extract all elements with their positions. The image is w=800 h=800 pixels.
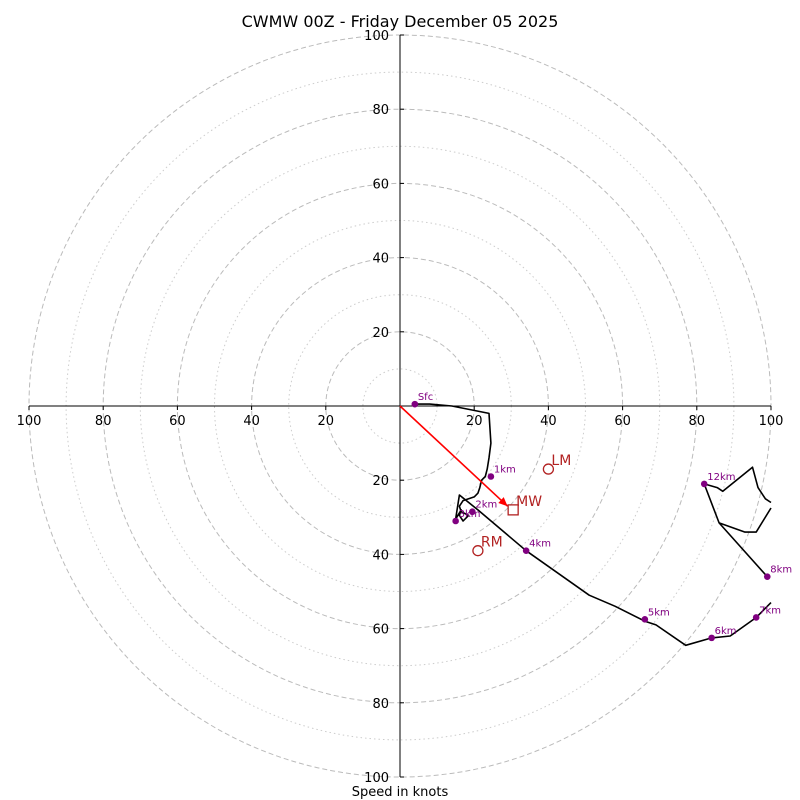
y-tick-label-top-20: 20 — [372, 326, 389, 341]
height-marker-7km — [752, 614, 760, 621]
hodograph-trace-upper — [703, 466, 772, 533]
height-marker-1km — [487, 473, 495, 480]
y-tick-label-bottom-80: 80 — [372, 697, 389, 712]
height-marker-8km — [763, 573, 771, 580]
height-label-2km: 2km — [475, 500, 497, 511]
hodograph-trace-group — [414, 403, 772, 647]
x-tick-label-left-40: 40 — [243, 414, 260, 429]
height-marker-4km — [522, 547, 530, 554]
y-tick-label-top-40: 40 — [372, 252, 389, 267]
height-marker-5km — [641, 616, 649, 623]
chart-title: CWMW 00Z - Friday December 05 2025 — [242, 12, 559, 31]
height-marker-6km — [708, 634, 715, 642]
storm-motion-label-rm: RM — [481, 535, 503, 551]
x-tick-label-left-80: 80 — [95, 414, 112, 429]
height-label-8km: 8km — [770, 565, 792, 576]
height-label-4km: 4km — [529, 539, 551, 550]
x-tick-label-left-100: 100 — [17, 414, 42, 429]
y-tick-label-top-80: 80 — [372, 103, 389, 118]
height-label-1km: 1km — [494, 464, 516, 475]
height-marker-12km — [700, 480, 708, 488]
height-label-12km: 12km — [707, 472, 735, 483]
x-tick-label-left-20: 20 — [318, 414, 335, 429]
x-tick-label-right-100: 100 — [759, 414, 784, 429]
hodograph-trace-lower — [414, 403, 772, 647]
x-tick-label-right-60: 60 — [614, 414, 631, 429]
storm-motion-marker-lm — [542, 463, 555, 475]
height-marker-sfc — [411, 400, 419, 408]
storm-motion-group: LM RM MW — [472, 453, 571, 557]
x-tick-label-right-20: 20 — [466, 414, 483, 429]
height-label-3km: 3km — [459, 509, 481, 520]
mean-wind-vector-arrowhead — [498, 497, 508, 507]
y-tick-label-bottom-100: 100 — [364, 771, 389, 786]
storm-motion-label-lm: LM — [551, 453, 571, 469]
height-label-sfc: Sfc — [418, 392, 433, 403]
height-marker-3km — [452, 517, 459, 525]
height-label-6km: 6km — [715, 626, 737, 637]
hodograph-trace-connector — [718, 522, 768, 578]
storm-motion-marker-rm — [472, 545, 484, 557]
mean-wind-vector-group — [399, 405, 509, 507]
y-tick-label-bottom-20: 20 — [372, 474, 389, 489]
y-tick-label-bottom-60: 60 — [372, 623, 389, 638]
storm-motion-marker-mw — [507, 504, 519, 516]
y-tick-label-top-100: 100 — [364, 29, 389, 44]
y-tick-label-bottom-40: 40 — [372, 548, 389, 563]
x-axis-label: Speed in knots — [352, 785, 449, 800]
mean-wind-vector-line — [399, 405, 509, 507]
x-tick-label-right-40: 40 — [540, 414, 557, 429]
height-marker-2km — [469, 508, 476, 516]
storm-motion-label-mw: MW — [516, 494, 542, 510]
x-tick-label-right-80: 80 — [689, 414, 706, 429]
y-tick-label-top-60: 60 — [372, 177, 389, 192]
height-label-7km: 7km — [759, 605, 781, 616]
tick-label-group: 20 20 20 20 40 40 40 40 60 60 60 60 80 80 80 80 100 100 10… — [17, 29, 784, 786]
height-label-5km: 5km — [648, 607, 670, 618]
x-tick-label-left-60: 60 — [169, 414, 186, 429]
